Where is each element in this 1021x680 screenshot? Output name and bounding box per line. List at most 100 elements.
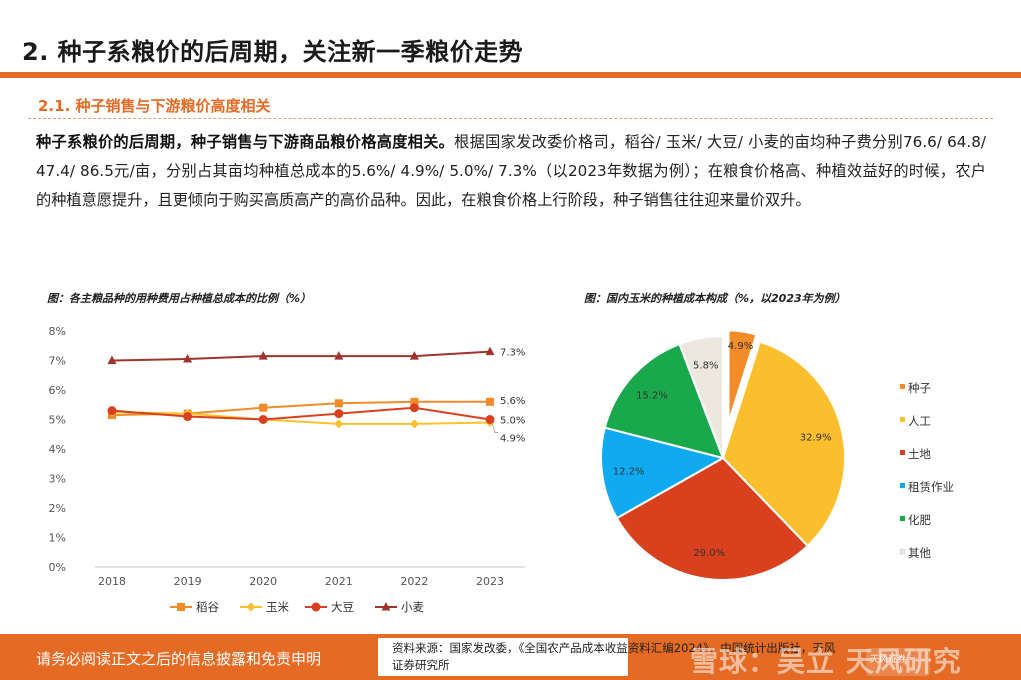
y-tick-label: 1%	[49, 532, 66, 545]
legend-item: 大豆	[305, 600, 354, 614]
y-tick-label: 7%	[49, 355, 66, 368]
legend-swatch	[900, 450, 905, 455]
legend-label: 人工	[908, 414, 931, 428]
legend-item: 化肥	[900, 513, 931, 527]
legend-label: 大豆	[331, 600, 354, 614]
x-tick-label: 2018	[98, 575, 126, 588]
section-divider	[28, 118, 993, 119]
data-point	[258, 415, 268, 424]
title-divider	[0, 72, 1021, 78]
page-title: 2. 种子系粮价的后周期，关注新一季粮价走势	[22, 38, 524, 66]
y-tick-label: 5%	[49, 414, 66, 427]
data-point	[381, 602, 391, 611]
pie-slice-土地	[615, 456, 810, 581]
legend-item: 其他	[899, 546, 931, 560]
x-tick-label: 2021	[325, 575, 353, 588]
legend-item: 玉米	[240, 600, 289, 614]
data-point	[107, 406, 117, 416]
legend-label: 小麦	[401, 600, 424, 614]
x-tick-label: 2020	[249, 575, 277, 588]
y-tick-label: 8%	[49, 325, 66, 338]
data-point	[334, 419, 344, 429]
line-chart-title: 图：各主粮品种的用种费用占种植总成本的比例（%）	[47, 292, 312, 305]
data-label: 4.9%	[500, 433, 525, 444]
x-tick-label: 2019	[174, 575, 202, 588]
data-point	[311, 602, 321, 612]
y-tick-label: 4%	[49, 443, 66, 456]
disclaimer-text[interactable]: 请务必阅读正文之后的信息披露和免责申明	[36, 650, 322, 668]
legend-item: 种子	[900, 381, 931, 395]
data-point	[409, 419, 419, 429]
data-point	[485, 415, 495, 424]
section-title: 2.1. 种子销售与下游粮价高度相关	[38, 97, 271, 115]
data-point	[485, 346, 495, 356]
y-tick-label: 2%	[49, 502, 66, 515]
data-label: 5.0%	[500, 416, 525, 427]
slice-label: 32.9%	[800, 432, 832, 443]
data-point	[258, 351, 268, 360]
company-logo-text: 天风证券	[870, 655, 907, 665]
pie-slice-种子	[727, 329, 758, 423]
data-label: 5.6%	[500, 396, 525, 407]
legend-swatch	[900, 384, 905, 389]
source-text: 资料来源：国家发改委，《全国农产品成本收益资料汇编2024》，中国统计出版社，天…	[392, 641, 836, 672]
data-point	[410, 397, 419, 406]
data-point	[183, 354, 193, 363]
pie-slice-人工	[721, 340, 846, 548]
body-paragraph: 种子系粮价的后周期，种子销售与下游商品粮价格高度相关。根据国家发改委价格司，稻谷…	[36, 128, 986, 215]
series-line	[111, 350, 491, 362]
legend-label: 稻谷	[196, 600, 219, 614]
legend-label: 其他	[908, 546, 931, 560]
legend-swatch	[899, 548, 906, 555]
pie-slice-化肥	[603, 342, 725, 460]
legend-item: 稻谷	[170, 600, 219, 614]
watermark-text: 雪球：吴立 天风研究	[690, 645, 962, 678]
data-point	[177, 603, 185, 611]
slice-label: 29.0%	[693, 548, 725, 559]
data-point	[334, 399, 343, 408]
data-label: 7.3%	[500, 348, 525, 359]
series-大豆: 5.0%	[107, 403, 525, 427]
slice-label: 15.2%	[636, 391, 668, 402]
source-box	[378, 638, 628, 676]
data-point	[259, 403, 268, 412]
slice-label: 4.9%	[728, 341, 753, 352]
data-point	[409, 403, 419, 413]
company-logo	[866, 648, 930, 676]
y-tick-label: 6%	[49, 384, 66, 397]
legend-item: 小麦	[375, 600, 424, 614]
x-tick-label: 2023	[476, 575, 504, 588]
series-小麦: 7.3%	[107, 346, 525, 364]
legend-swatch	[900, 516, 905, 521]
legend-label: 租赁作业	[908, 480, 954, 494]
legend-item: 租赁作业	[900, 480, 954, 494]
line-legend: 稻谷 玉米 大豆 小麦	[170, 600, 424, 614]
data-point	[246, 602, 256, 612]
pie-chart-title: 图：国内玉米的种植成本构成（%，以2023年为例）	[584, 292, 846, 305]
legend-label: 化肥	[908, 513, 931, 527]
data-point	[334, 409, 344, 419]
seed-cost-ratio-line-chart: 0% 1% 2% 3% 4% 5% 6% 7% 8% 2018 2019 2020 2021 2022 20…	[49, 325, 526, 614]
body-text: 根据国家发改委价格司，稻谷/ 玉米/ 大豆/ 小麦的亩均种子费分别76.6/ 6…	[36, 133, 987, 209]
legend-label: 土地	[908, 447, 931, 461]
slice-label: 5.8%	[693, 360, 718, 371]
series-玉米: 4.9%	[107, 407, 525, 444]
y-tick-label: 3%	[49, 473, 66, 486]
legend-label: 种子	[908, 381, 931, 395]
data-point	[334, 351, 344, 360]
data-point	[409, 351, 419, 360]
legend-swatch	[900, 417, 905, 422]
series-line	[111, 406, 491, 421]
x-tick-label: 2022	[400, 575, 428, 588]
y-tick-label: 0%	[49, 561, 66, 574]
data-point	[486, 397, 494, 406]
legend-item: 人工	[900, 414, 931, 428]
legend-swatch	[900, 483, 905, 488]
corn-cost-pie-chart: 4.9% 32.9% 29.0% 12.2% 15.2% 5.8% 种子人工土地租赁作业化肥…	[600, 329, 954, 581]
series-line	[111, 411, 491, 425]
legend-item: 土地	[900, 447, 931, 461]
body-lead: 种子系粮价的后周期，种子销售与下游商品粮价格高度相关。	[36, 133, 455, 151]
legend-label: 玉米	[266, 600, 289, 614]
label-leader-line	[491, 422, 498, 433]
